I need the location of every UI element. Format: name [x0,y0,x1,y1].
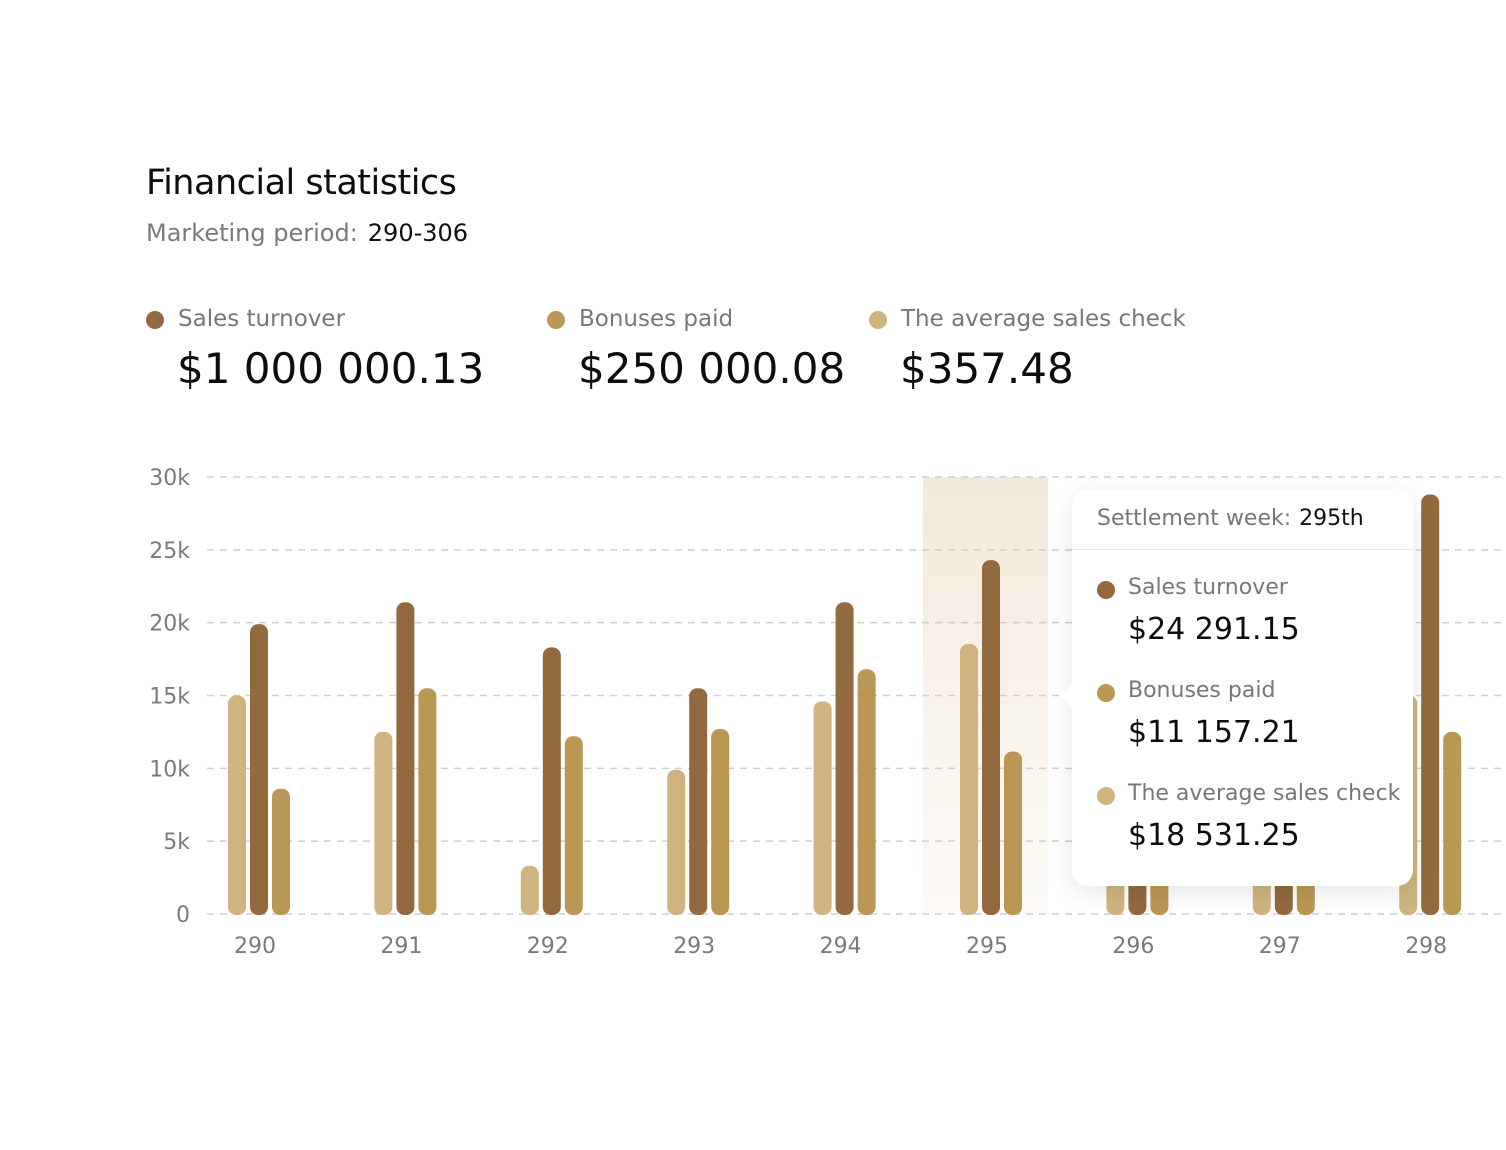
bar [520,865,539,915]
metric-value: $357.48 [900,344,1074,393]
tooltip-week-value: 295th [1299,506,1364,531]
sales-turnover-dot-icon [146,311,164,329]
bar [689,688,708,915]
y-tick-label: 10k [149,757,190,782]
bar [813,701,832,915]
bar [960,644,978,915]
bar [396,602,415,915]
x-tick-label: 298 [1405,934,1447,959]
period-label: Marketing period: [146,219,358,247]
average-check-dot-icon [869,311,887,329]
tooltip-header: Settlement week: 295th [1072,489,1413,550]
marketing-period: Marketing period: 290-306 [146,219,468,247]
metric-label: Sales turnover [178,306,346,332]
bonuses-paid-dot-icon [1097,684,1115,702]
bar [1443,731,1462,915]
bar [857,669,876,915]
page-title: Financial statistics [146,163,457,203]
y-tick-label: 30k [149,466,190,491]
bar [418,688,437,915]
metric-value: $1 000 000.13 [177,344,485,393]
tooltip-week-label: Settlement week: [1097,506,1292,531]
x-tick-label: 292 [527,934,569,959]
bonuses-paid-dot-icon [547,311,565,329]
x-tick-label: 294 [820,934,862,959]
x-tick-label: 290 [234,934,276,959]
metric-label: The average sales check [901,306,1186,332]
tooltip-item-label: Sales turnover [1128,575,1288,600]
sales-turnover-dot-icon [1097,581,1115,599]
metric-label: Bonuses paid [579,306,734,332]
bar [1421,494,1440,915]
bar [1004,751,1022,915]
period-value: 290-306 [367,219,469,247]
y-tick-label: 5k [163,830,190,855]
x-tick-label: 296 [1112,934,1154,959]
x-tick-label: 295 [966,934,1008,959]
bar [564,736,583,915]
bar [982,560,1000,915]
tooltip-item-label: The average sales check [1128,781,1401,806]
y-tick-label: 20k [149,612,190,637]
bar [374,731,393,915]
y-tick-label: 0 [176,903,190,928]
bar [250,624,268,915]
tooltip-item-value: $11 157.21 [1128,715,1300,750]
bar [228,695,246,915]
tooltip-item-value: $24 291.15 [1128,612,1300,647]
tooltip-item-label: Bonuses paid [1128,678,1276,703]
x-tick-label: 297 [1259,934,1301,959]
bar [711,729,730,915]
y-tick-label: 25k [149,539,190,564]
bar [272,788,290,915]
bar [835,602,854,915]
week-tooltip: Settlement week: 295th Sales turnover $24… [1060,489,1413,886]
metric-value: $250 000.08 [578,344,846,393]
y-tick-label: 15k [149,685,190,710]
tooltip-item-value: $18 531.25 [1128,818,1300,853]
bar [542,647,561,915]
tooltip-pointer [1060,684,1072,708]
x-tick-label: 293 [673,934,715,959]
bar [667,769,686,915]
x-tick-label: 291 [380,934,422,959]
average-check-dot-icon [1097,787,1115,805]
